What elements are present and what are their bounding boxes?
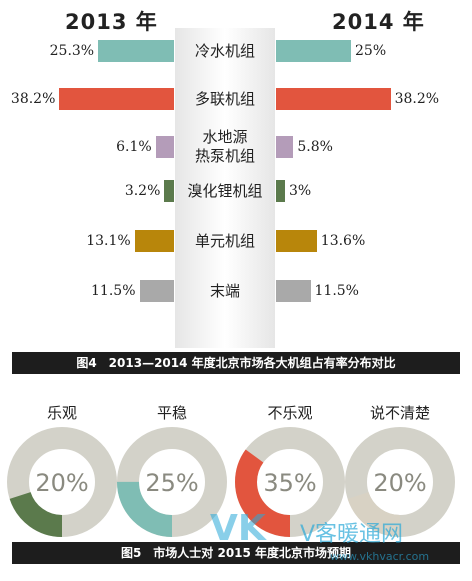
category-panel: [175, 28, 275, 348]
donut-percent-label: 20%: [35, 469, 88, 497]
bar-2013: [139, 280, 174, 302]
bar-2014: [276, 40, 351, 62]
donut-category-label: 说不清楚: [369, 404, 430, 422]
bar-2013: [164, 180, 174, 202]
figure5-caption: 图5 市场人士对 2015 年度北京市场预期: [12, 542, 460, 564]
donut-segment: [7, 427, 117, 537]
category-label: 单元机组: [194, 231, 255, 250]
bar-2014: [276, 88, 391, 110]
value-label-2013: 13.1%: [86, 233, 131, 249]
category-label: 末端: [209, 281, 240, 300]
value-label-2014: 25%: [355, 43, 387, 59]
figure4-caption: 图4 2013—2014 年度北京市场各大机组占有率分布对比: [12, 352, 460, 374]
category-label: 溴化锂机组: [187, 181, 263, 200]
value-label-2013: 11.5%: [91, 283, 136, 299]
bar-2013: [98, 40, 174, 62]
value-label-2014: 3%: [289, 183, 312, 199]
value-label-2013: 6.1%: [116, 139, 152, 155]
value-label-2013: 25.3%: [49, 43, 95, 59]
donut-chart: 25%: [117, 427, 227, 537]
bar-2014: [276, 136, 294, 158]
watermark-url: www.vkhvacr.com: [330, 550, 430, 563]
donut-chart: 20%: [345, 427, 455, 537]
value-label-2014: 5.8%: [297, 139, 333, 155]
bar-2013: [59, 88, 174, 110]
donut-segment: [345, 427, 455, 537]
value-label-2013: 3.2%: [124, 183, 161, 199]
value-label-2013: 38.2%: [10, 91, 56, 107]
watermark-text: V客暖通网: [300, 522, 404, 547]
year-2013-label: 2013 年: [65, 10, 158, 34]
bar-2013: [155, 136, 174, 158]
donut-percent-label: 25%: [145, 469, 198, 497]
value-label-2014: 38.2%: [394, 91, 440, 107]
donut-segment: [235, 427, 345, 537]
bar-2014: [276, 180, 285, 202]
year-2014-label: 2014 年: [332, 10, 425, 34]
donut-chart: 35%: [235, 427, 345, 537]
bar-2013: [134, 230, 174, 252]
donut-category-label: 平稳: [156, 404, 187, 422]
donut-category-label: 不乐观: [267, 404, 313, 422]
donut-percent-label: 35%: [263, 469, 316, 497]
bar-2014: [276, 230, 317, 252]
donut-segment: [117, 427, 227, 537]
category-label: 水地源 热泵机组: [194, 128, 255, 165]
donut-category-label: 乐观: [46, 404, 77, 422]
value-label-2014: 13.6%: [320, 233, 366, 249]
category-label: 冷水机组: [194, 41, 255, 60]
value-label-2014: 11.5%: [314, 283, 359, 299]
bar-2014: [276, 280, 311, 302]
donut-chart: 20%: [7, 427, 117, 537]
watermark-logo: VK: [210, 508, 266, 549]
category-label: 多联机组: [194, 89, 255, 108]
donut-percent-label: 20%: [373, 469, 426, 497]
